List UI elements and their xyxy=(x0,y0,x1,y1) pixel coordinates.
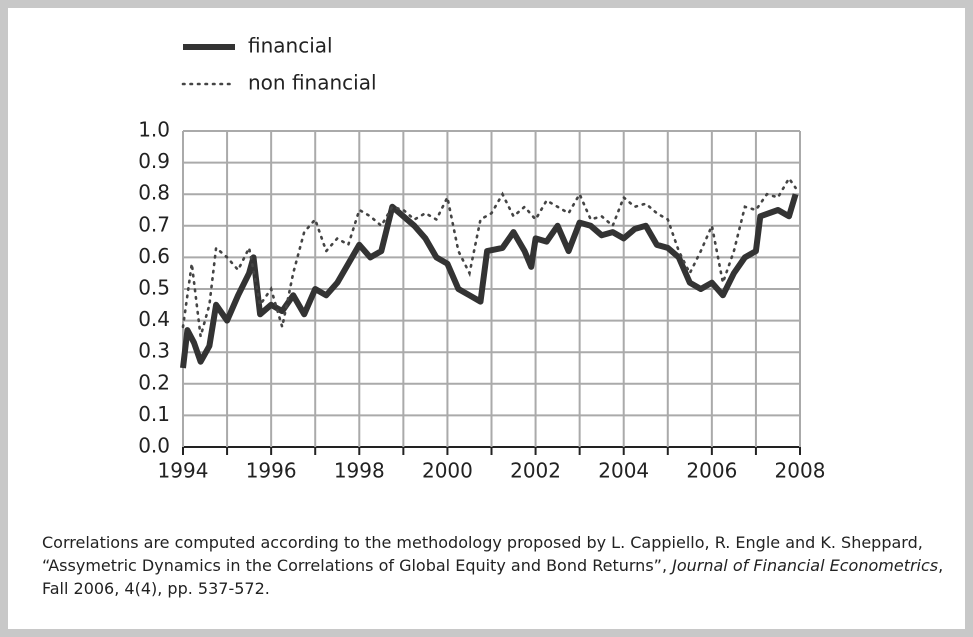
y-tick-label: 0.7 xyxy=(138,212,170,236)
y-tick-label: 0.5 xyxy=(138,276,170,300)
legend-label: non financial xyxy=(248,71,377,95)
y-tick-label: 1.0 xyxy=(138,118,170,142)
y-tick-label: 0.3 xyxy=(138,339,170,363)
y-tick-label: 0.0 xyxy=(138,434,170,458)
x-tick-label: 2002 xyxy=(510,459,561,483)
caption-text: Correlations are computed according to t… xyxy=(42,533,923,575)
y-tick-label: 0.2 xyxy=(138,370,170,394)
series-line xyxy=(181,175,797,337)
y-tick-label: 0.6 xyxy=(138,244,170,268)
x-tick-label: 2004 xyxy=(598,459,649,483)
y-tick-label: 0.4 xyxy=(138,307,170,331)
x-tick-label: 1998 xyxy=(334,459,385,483)
caption-text: Journal of Financial Econometrics xyxy=(672,556,939,575)
legend-label: financial xyxy=(248,34,333,58)
x-tick-label: 2000 xyxy=(422,459,473,483)
caption-text: , Fall 2006, 4(4), pp. 537-572. xyxy=(42,556,944,598)
x-tick-label: 1996 xyxy=(246,459,297,483)
x-tick-label: 2006 xyxy=(686,459,737,483)
y-tick-label: 0.9 xyxy=(138,149,170,173)
x-tick-label: 2008 xyxy=(775,459,826,483)
y-tick-label: 0.1 xyxy=(138,402,170,426)
y-tick-label: 0.8 xyxy=(138,181,170,205)
x-tick-label: 1994 xyxy=(158,459,209,483)
caption: Correlations are computed according to t… xyxy=(42,531,947,600)
series-line xyxy=(180,193,799,369)
